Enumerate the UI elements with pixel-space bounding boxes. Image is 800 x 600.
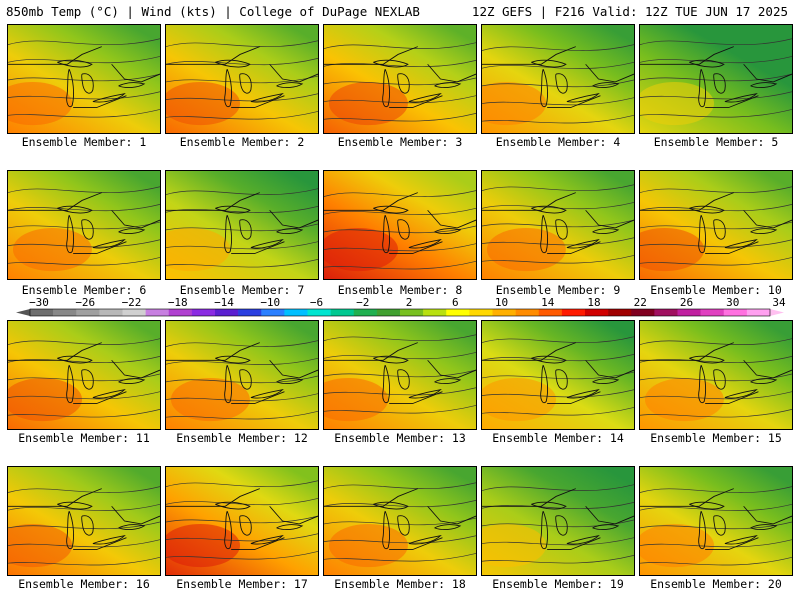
colorbar-segment bbox=[723, 309, 748, 316]
colorbar-segment bbox=[99, 309, 123, 316]
colorbar-tick-label: −14 bbox=[214, 296, 234, 309]
colorbar-segment bbox=[654, 309, 678, 316]
ensemble-member-map bbox=[323, 170, 477, 280]
colorbar-segment bbox=[76, 309, 100, 316]
ensemble-member-label: Ensemble Member: 5 bbox=[653, 135, 779, 149]
colorbar-tick-label: 22 bbox=[634, 296, 647, 309]
colorbar-segment bbox=[284, 309, 308, 316]
ensemble-member-map bbox=[7, 24, 161, 134]
ensemble-member-label: Ensemble Member: 17 bbox=[176, 577, 308, 591]
colorbar-segment bbox=[446, 309, 470, 316]
colorbar-right-arrow bbox=[770, 309, 784, 316]
ensemble-member-map bbox=[639, 24, 793, 134]
colorbar-tick-label: 10 bbox=[495, 296, 508, 309]
colorbar-outline bbox=[29, 308, 771, 317]
ensemble-member-label: Ensemble Member: 9 bbox=[495, 283, 621, 297]
colorbar-segment bbox=[515, 309, 540, 316]
colorbar-tick-label: −22 bbox=[122, 296, 142, 309]
ensemble-member-label: Ensemble Member: 11 bbox=[18, 431, 150, 445]
colorbar-segment bbox=[700, 309, 725, 316]
colorbar-tick-label: 6 bbox=[452, 296, 459, 309]
colorbar-segment bbox=[746, 309, 771, 316]
ensemble-member-label: Ensemble Member: 8 bbox=[337, 283, 463, 297]
colorbar-segment bbox=[261, 309, 285, 316]
colorbar-segment bbox=[30, 309, 54, 316]
ensemble-member-label: Ensemble Member: 3 bbox=[337, 135, 463, 149]
colorbar-tick-label: −6 bbox=[310, 296, 323, 309]
colorbar-segment bbox=[423, 309, 447, 316]
colorbar-tick-label: −26 bbox=[75, 296, 95, 309]
ensemble-member-label: Ensemble Member: 10 bbox=[650, 283, 782, 297]
ensemble-member-map bbox=[165, 24, 319, 134]
ensemble-member-label: Ensemble Member: 15 bbox=[650, 431, 782, 445]
colorbar-segment bbox=[191, 309, 216, 316]
ensemble-member-label: Ensemble Member: 16 bbox=[18, 577, 150, 591]
colorbar-segment bbox=[376, 309, 401, 316]
colorbar-segment bbox=[538, 309, 563, 316]
ensemble-member-map bbox=[639, 170, 793, 280]
colorbar-segment bbox=[330, 309, 355, 316]
colorbar-tick-label: 34 bbox=[772, 296, 786, 309]
ensemble-member-map bbox=[481, 24, 635, 134]
ensemble-member-label: Ensemble Member: 14 bbox=[492, 431, 624, 445]
colorbar-segment bbox=[168, 309, 193, 316]
ensemble-member-map bbox=[323, 24, 477, 134]
ensemble-member-map bbox=[481, 170, 635, 280]
ensemble-member-label: Ensemble Member: 13 bbox=[334, 431, 466, 445]
ensemble-member-map bbox=[7, 170, 161, 280]
ensemble-member-label: Ensemble Member: 4 bbox=[495, 135, 621, 149]
ensemble-member-label: Ensemble Member: 12 bbox=[176, 431, 308, 445]
colorbar-tick-label: −30 bbox=[29, 296, 49, 309]
colorbar-tick-label: 30 bbox=[726, 296, 739, 309]
ensemble-member-label: Ensemble Member: 18 bbox=[334, 577, 466, 591]
colorbar-segment bbox=[677, 309, 701, 316]
colorbar-segment bbox=[608, 309, 632, 316]
ensemble-member-map bbox=[7, 320, 161, 430]
ensemble-member-label: Ensemble Member: 19 bbox=[492, 577, 624, 591]
ensemble-member-map bbox=[7, 466, 161, 576]
colorbar-tick-label: −10 bbox=[260, 296, 280, 309]
map-title: 850mb Temp (°C) | Wind (kts) | College o… bbox=[6, 4, 420, 19]
ensemble-member-label: Ensemble Member: 1 bbox=[21, 135, 147, 149]
ensemble-member-label: Ensemble Member: 6 bbox=[21, 283, 147, 297]
ensemble-member-map bbox=[323, 320, 477, 430]
ensemble-member-map bbox=[639, 466, 793, 576]
colorbar-segment bbox=[492, 309, 516, 316]
ensemble-member-map bbox=[165, 170, 319, 280]
colorbar-tick-label: 14 bbox=[541, 296, 555, 309]
colorbar-segment bbox=[215, 309, 239, 316]
ensemble-member-map bbox=[481, 466, 635, 576]
ensemble-member-map bbox=[165, 320, 319, 430]
ensemble-member-map bbox=[481, 320, 635, 430]
colorbar-tick-label: 26 bbox=[680, 296, 693, 309]
model-valid-time: 12Z GEFS | F216 Valid: 12Z TUE JUN 17 20… bbox=[471, 4, 788, 19]
colorbar-segment bbox=[145, 309, 170, 316]
colorbar-segment bbox=[238, 309, 262, 316]
colorbar-segment bbox=[307, 309, 331, 316]
colorbar-left-arrow bbox=[16, 309, 30, 316]
colorbar-segment bbox=[585, 309, 609, 316]
colorbar-segment bbox=[631, 309, 655, 316]
colorbar-segment bbox=[400, 309, 424, 316]
colorbar-segment bbox=[561, 309, 586, 316]
ensemble-member-label: Ensemble Member: 20 bbox=[650, 577, 782, 591]
temperature-colorbar: −30−26−22−18−14−10−6−2261014182226303438… bbox=[0, 296, 800, 320]
ensemble-member-map bbox=[323, 466, 477, 576]
colorbar-segment bbox=[353, 309, 378, 316]
colorbar-segment bbox=[469, 309, 493, 316]
colorbar-tick-label: −2 bbox=[356, 296, 369, 309]
colorbar-segment bbox=[53, 309, 77, 316]
colorbar-tick-label: −18 bbox=[168, 296, 188, 309]
ensemble-member-label: Ensemble Member: 7 bbox=[179, 283, 305, 297]
colorbar-segment bbox=[122, 309, 146, 316]
colorbar-tick-label: 2 bbox=[406, 296, 413, 309]
ensemble-member-map bbox=[639, 320, 793, 430]
ensemble-member-label: Ensemble Member: 2 bbox=[179, 135, 305, 149]
ensemble-member-map bbox=[165, 466, 319, 576]
colorbar-tick-label: 18 bbox=[587, 296, 600, 309]
